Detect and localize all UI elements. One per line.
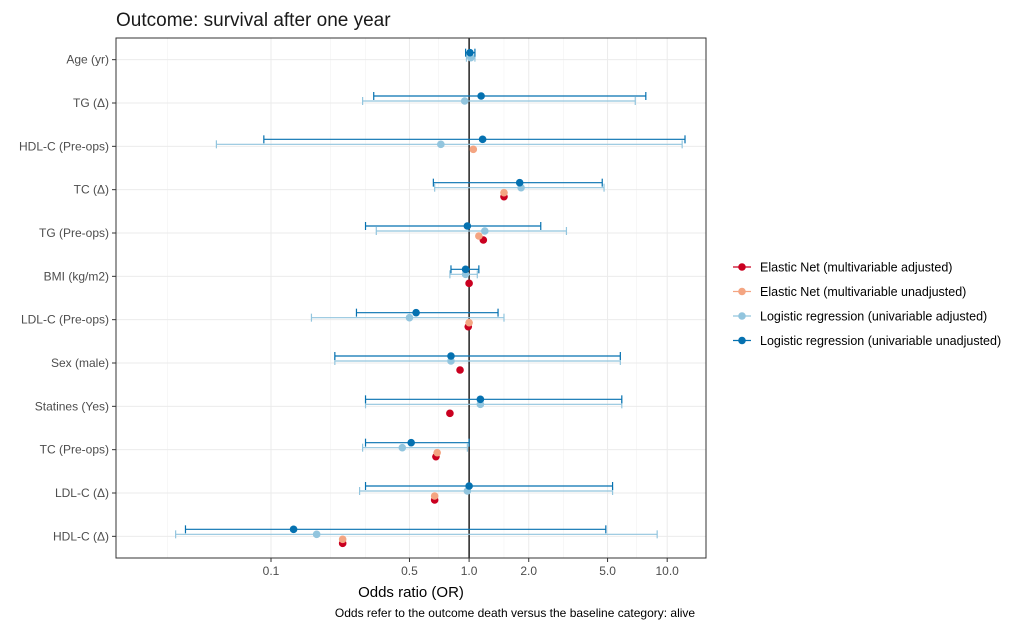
point-estimate: [447, 352, 455, 360]
y-tick-label: TC (Δ): [74, 183, 109, 197]
y-tick-label: TG (Pre-ops): [39, 226, 109, 240]
y-tick-label: HDL-C (Δ): [53, 529, 109, 543]
point-estimate: [289, 525, 298, 534]
y-tick-label: LDL-C (Δ): [55, 486, 109, 500]
y-tick-label: TC (Pre-ops): [40, 443, 109, 457]
legend-label: Logistic regression (univariable unadjus…: [760, 334, 1001, 348]
chart-caption: Odds refer to the outcome death versus t…: [335, 606, 696, 620]
point-estimate: [412, 308, 420, 317]
x-axis-label: Odds ratio (OR): [358, 584, 464, 601]
point-estimate: [312, 530, 321, 539]
x-tick-label: 10.0: [656, 564, 680, 578]
point-estimate: [465, 279, 473, 288]
point-estimate: [460, 97, 469, 105]
legend-label: Logistic regression (univariable adjuste…: [760, 310, 987, 324]
series-group: [338, 145, 508, 544]
y-tick-label: Statines (Yes): [35, 399, 109, 413]
chart-title: Outcome: survival after one year: [116, 10, 391, 31]
x-tick-label: 5.0: [599, 564, 616, 578]
x-tick-label: 1.0: [461, 564, 478, 578]
point-estimate: [433, 448, 441, 457]
panel-border: [115, 37, 707, 559]
x-tick-label: 0.5: [401, 564, 418, 578]
series-group: [338, 192, 508, 548]
point-estimate: [469, 145, 478, 154]
point-estimate: [398, 443, 407, 452]
point-estimate: [338, 535, 347, 544]
legend-key-point: [738, 287, 746, 296]
point-estimate: [463, 222, 472, 230]
point-estimate: [407, 438, 415, 447]
legend-label: Elastic Net (multivariable adjusted): [760, 261, 952, 275]
legend-key-point: [738, 263, 746, 271]
x-tick-label: 2.0: [520, 564, 537, 578]
y-tick-label: BMI (kg/m2): [44, 269, 109, 283]
legend-key-point: [738, 312, 746, 320]
point-estimate: [500, 188, 508, 197]
point-estimate: [446, 409, 454, 418]
point-estimate: [461, 265, 470, 274]
plot-area: Age (yr) TG (Δ) HDL-C (Pre-ops) TC (Δ) TG (P…: [19, 37, 707, 578]
y-tick-label: Sex (male): [51, 356, 109, 370]
y-tick-label: Age (yr): [66, 53, 109, 67]
legend: Elastic Net (multivariable adjusted) Elas…: [733, 261, 1001, 348]
point-estimate: [465, 482, 473, 490]
point-estimate: [405, 313, 414, 322]
series-group: [184, 48, 686, 534]
point-estimate: [477, 92, 485, 100]
point-estimate: [476, 395, 485, 404]
y-tick-label: TG (Δ): [73, 96, 109, 110]
y-tick-label: HDL-C (Pre-ops): [19, 139, 109, 153]
point-estimate: [515, 178, 524, 187]
point-estimate: [430, 492, 439, 500]
point-estimate: [480, 227, 489, 235]
point-estimate: [465, 318, 473, 327]
y-tick-label: LDL-C (Pre-ops): [21, 313, 109, 327]
panel-background: [116, 38, 706, 558]
point-estimate: [478, 135, 487, 144]
point-estimate: [456, 366, 464, 374]
x-tick-label: 0.1: [263, 564, 280, 578]
point-estimate: [475, 232, 483, 240]
point-estimate: [437, 140, 445, 149]
legend-label: Elastic Net (multivariable unadjusted): [760, 285, 966, 299]
point-estimate: [466, 48, 474, 57]
legend-key-point: [738, 336, 746, 345]
